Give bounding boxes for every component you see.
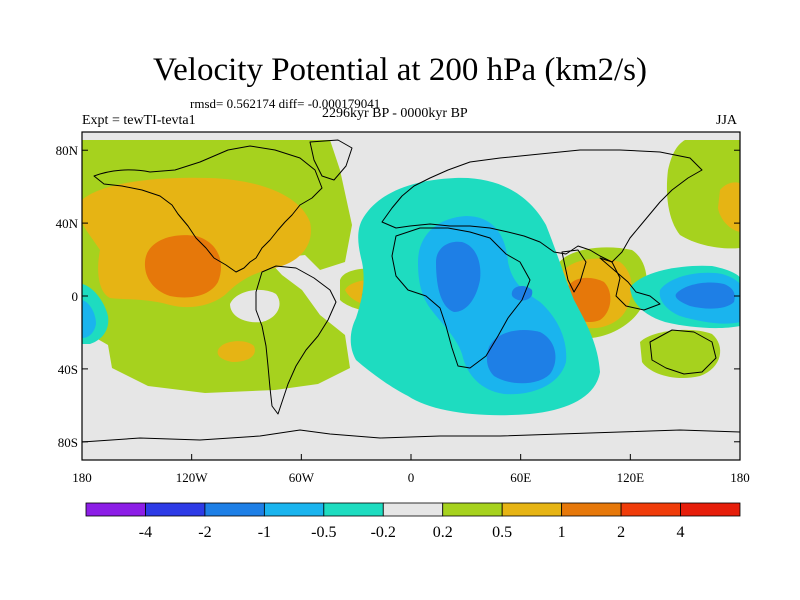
- chart-title: Velocity Potential at 200 hPa (km2/s): [152, 52, 648, 88]
- contour-pos-midlevel-south-pacific: [217, 341, 255, 362]
- contour-neutral-pacific: [230, 289, 280, 323]
- contour-neg-highlevel-south-atlantic: [486, 330, 556, 384]
- contour-neg-highlevel-africa: [436, 241, 481, 312]
- x-tick-label: 120E: [617, 470, 645, 485]
- x-tick-label: 0: [408, 470, 415, 485]
- coast-india: [561, 249, 587, 293]
- colorbar-swatch: [680, 502, 741, 517]
- y-tick-label: 40N: [56, 216, 79, 231]
- colorbar-label: 2: [617, 524, 625, 541]
- colorbar-label: -1: [258, 524, 271, 541]
- x-axis: 180 120W 60W 0 60E 120E 180: [72, 454, 750, 485]
- colorbar-swatch: [85, 502, 146, 517]
- contour-pos-midlevel-northwest-pacific: [718, 182, 740, 232]
- y-tick-label: 80N: [56, 143, 79, 158]
- contour-neg-highlevel-west-pacific: [675, 282, 735, 309]
- contour-pos-highlevel-pacific: [144, 235, 222, 298]
- field-layer: [82, 140, 740, 416]
- colorbar-swatch: [442, 502, 503, 517]
- coast-eurasia: [381, 149, 703, 263]
- colorbar-label: -4: [139, 524, 152, 541]
- y-tick-label: 80S: [58, 435, 78, 450]
- season-label: JJA: [716, 113, 738, 128]
- colorbar-swatch: [323, 502, 384, 517]
- colorbar-label: 1: [558, 524, 566, 541]
- experiment-label: Expt = tewTI-tevta1: [82, 113, 196, 128]
- colorbar-swatch: [561, 502, 622, 517]
- colorbar: -4 -2 -1 -0.5 -0.2 0.2 0.5 1 2 4: [85, 502, 741, 541]
- x-tick-label: 60W: [289, 470, 315, 485]
- coast-southeast-asia: [599, 257, 661, 311]
- colorbar-swatch: [204, 502, 265, 517]
- colorbar-swatch: [382, 502, 444, 517]
- colorbar-label: -2: [198, 524, 211, 541]
- colorbar-label: -0.5: [311, 524, 336, 541]
- contour-neg-highlevel-small: [511, 286, 533, 301]
- x-tick-label: 180: [72, 470, 92, 485]
- colorbar-swatch: [145, 502, 206, 517]
- y-tick-label: 40S: [58, 362, 78, 377]
- x-tick-label: 180: [730, 470, 750, 485]
- stats-label: rmsd= 0.562174 diff= -0.000179041: [190, 96, 381, 111]
- colorbar-label: 0.2: [433, 524, 453, 541]
- coast-south-america: [255, 265, 337, 415]
- x-tick-label: 120W: [176, 470, 209, 485]
- colorbar-swatch: [501, 502, 563, 517]
- contour-pos-lowlevel-australia: [640, 329, 721, 379]
- colorbar-label: 4: [677, 524, 685, 541]
- coast-north-america: [93, 145, 323, 273]
- coastlines: [82, 139, 740, 443]
- period-label: 2296kyr BP - 0000kyr BP: [322, 106, 468, 121]
- colorbar-swatch: [620, 502, 681, 517]
- coast-australia: [649, 329, 717, 375]
- x-tick-label: 60E: [510, 470, 531, 485]
- coast-antarctica: [82, 429, 740, 443]
- coast-africa: [391, 227, 531, 369]
- colorbar-label: 0.5: [492, 524, 512, 541]
- contour-pos-lowlevel-northwest-pacific: [666, 140, 740, 249]
- y-axis: 80N 40N 0 40S 80S: [56, 143, 740, 450]
- contour-neg-midlevel-east-pacific: [82, 300, 96, 338]
- colorbar-swatch: [263, 502, 325, 517]
- coast-greenland: [309, 139, 353, 181]
- colorbar-label: -0.2: [371, 524, 396, 541]
- y-tick-label: 0: [72, 289, 79, 304]
